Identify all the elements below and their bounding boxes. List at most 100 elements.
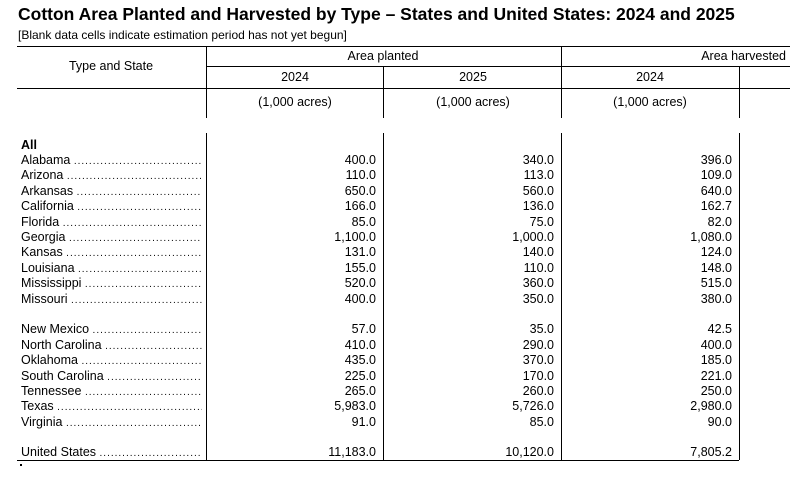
table-row: Arkansas ...............................… xyxy=(0,184,796,199)
state-label: Texas ..................................… xyxy=(21,399,202,415)
area-planted-2024-value: 435.0 xyxy=(344,353,376,368)
area-harvested-2024-value: 82.0 xyxy=(707,214,732,229)
col-divider-harvested xyxy=(739,66,740,118)
state-name: Missouri xyxy=(21,291,72,306)
area-planted-2025-value: 340.0 xyxy=(522,153,554,167)
area-harvested-2024-value: 162.7 xyxy=(700,199,732,214)
state-label: New Mexico .............................… xyxy=(21,322,202,338)
area-planted-2024-value: 265.0 xyxy=(344,384,376,398)
area-planted-2025-value: 35.0 xyxy=(529,322,554,337)
table-row: Mississippi ............................… xyxy=(0,276,796,291)
area-planted-2024-value: 400.0 xyxy=(344,153,376,167)
area-planted-2025-value: 360.0 xyxy=(522,276,554,291)
leader-dots: ........................................… xyxy=(66,171,202,183)
leader-dots: ........................................… xyxy=(62,217,202,229)
header-top-rule xyxy=(17,46,790,47)
table-row: Alabama ................................… xyxy=(0,153,796,168)
area-planted-2024-value: 85.0 xyxy=(351,214,376,229)
table-row: California .............................… xyxy=(0,199,796,214)
area-planted-header: Area planted xyxy=(347,49,419,63)
leader-dots: ........................................… xyxy=(84,279,202,291)
state-name: Oklahoma xyxy=(21,353,82,368)
leader-dots: ........................................… xyxy=(78,263,202,275)
page-title: Cotton Area Planted and Harvested by Typ… xyxy=(18,4,735,24)
state-label: Alabama ................................… xyxy=(21,153,202,169)
footer-mark xyxy=(20,464,22,466)
area-harvested-2024-value: 380.0 xyxy=(700,291,732,306)
table-row: Missouri ...............................… xyxy=(0,292,796,307)
area-planted-2024-value: 91.0 xyxy=(351,414,376,429)
state-label: Louisiana ..............................… xyxy=(21,261,202,277)
leader-dots: ........................................… xyxy=(66,248,202,260)
area-planted-2025-value: 85.0 xyxy=(529,414,554,429)
area-harvested-2024-value: 396.0 xyxy=(700,153,732,167)
state-name: Louisiana xyxy=(21,260,78,275)
state-name: Kansas xyxy=(21,245,67,260)
stub-header: Type and State xyxy=(68,59,154,73)
header-group-rule xyxy=(206,66,790,67)
leader-dots: ........................................… xyxy=(84,387,202,398)
area-planted-2025-value: 136.0 xyxy=(522,199,554,214)
col-divider-group xyxy=(561,46,562,118)
area-harvested-2024-value: 2,980.0 xyxy=(690,399,732,414)
area-harvested-2024-value: 1,080.0 xyxy=(690,230,732,244)
state-name: Tennessee xyxy=(21,384,85,398)
table-row: Louisiana ..............................… xyxy=(0,261,796,276)
state-name: California xyxy=(21,199,78,214)
state-label: South Carolina .........................… xyxy=(21,369,202,385)
table-row: Oklahoma ...............................… xyxy=(0,353,796,368)
state-name: Alabama xyxy=(21,153,74,167)
area-harvested-2024-value: 42.5 xyxy=(707,322,732,337)
area-planted-2025-value: 75.0 xyxy=(529,214,554,229)
area-planted-2025-value: 1,000.0 xyxy=(512,230,554,244)
state-label: Tennessee ..............................… xyxy=(21,384,202,400)
state-name: Texas xyxy=(21,399,58,414)
area-planted-2024-value: 131.0 xyxy=(344,245,376,260)
leader-dots: ........................................… xyxy=(99,448,202,459)
area-harvested-2024-value: 250.0 xyxy=(700,384,732,398)
leader-dots: ........................................… xyxy=(76,186,202,198)
leader-dots: ........................................… xyxy=(81,356,202,368)
state-name: Virginia xyxy=(21,414,66,429)
year-header-planted-2025: 2025 xyxy=(459,70,487,84)
area-planted-2024-value: 400.0 xyxy=(344,291,376,306)
area-planted-2025-value: 110.0 xyxy=(523,260,554,275)
state-name: Arkansas xyxy=(21,183,77,198)
area-harvested-2024-value: 640.0 xyxy=(700,183,732,198)
body-divider-planted xyxy=(383,133,384,460)
area-planted-2025-value: 350.0 xyxy=(522,291,554,306)
area-planted-2025-value: 170.0 xyxy=(522,368,554,383)
table-row: New Mexico .............................… xyxy=(0,322,796,337)
state-label: Arizona ................................… xyxy=(21,168,202,184)
leader-dots: ........................................… xyxy=(73,156,202,167)
leader-dots: ........................................… xyxy=(68,233,202,244)
area-harvested-2024-value: 124.0 xyxy=(700,245,732,260)
area-planted-2024-value: 520.0 xyxy=(344,276,376,291)
total-row: United States ..........................… xyxy=(0,445,796,460)
table-row: North Carolina .........................… xyxy=(0,338,796,353)
header-bottom-rule xyxy=(17,88,790,89)
area-planted-2024-value: 110.0 xyxy=(345,168,376,183)
body-divider-group xyxy=(561,133,562,460)
year-header-harvested-2024: 2024 xyxy=(636,70,664,84)
state-name: United States xyxy=(21,445,100,459)
unit-header-planted-2025: (1,000 acres) xyxy=(436,95,510,109)
area-harvested-2024-value: 7,805.2 xyxy=(690,445,732,459)
table-row: Arizona ................................… xyxy=(0,168,796,183)
area-planted-2025-value: 260.0 xyxy=(522,384,554,398)
leader-dots: ........................................… xyxy=(71,294,202,306)
state-name: Florida xyxy=(21,214,63,229)
body-divider-stub xyxy=(206,133,207,460)
state-name: Arizona xyxy=(21,168,67,183)
leader-dots: ........................................… xyxy=(107,371,202,383)
table-row: Tennessee ..............................… xyxy=(0,384,796,399)
area-planted-2024-value: 410.0 xyxy=(344,337,376,352)
area-planted-2025-value: 10,120.0 xyxy=(505,445,554,459)
area-planted-2024-value: 57.0 xyxy=(351,322,376,337)
table-note: [Blank data cells indicate estimation pe… xyxy=(18,28,347,42)
unit-header-planted-2024: (1,000 acres) xyxy=(258,95,332,109)
state-name: Georgia xyxy=(21,230,69,244)
state-label: Virginia ...............................… xyxy=(21,415,202,431)
area-harvested-2024-value: 221.0 xyxy=(700,368,732,383)
area-harvested-2024-value: 148.0 xyxy=(700,260,732,275)
